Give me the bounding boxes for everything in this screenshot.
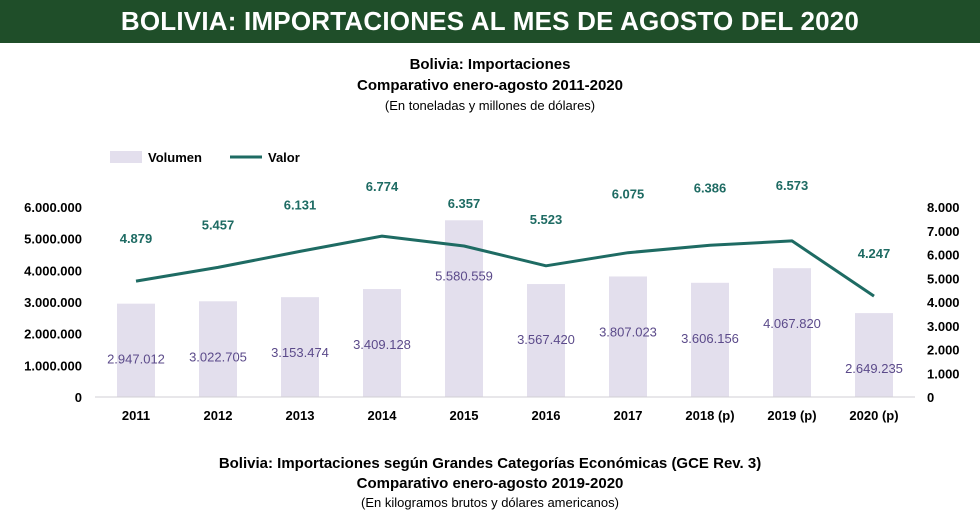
y-right-tick-label: 1.000: [927, 366, 960, 381]
volume-bar: [281, 297, 319, 397]
section2-title: Bolivia: Importaciones según Grandes Cat…: [218, 455, 762, 472]
valor-data-label: 6.774: [366, 179, 399, 194]
x-tick-label: 2012: [204, 408, 233, 423]
x-tick-label: 2014: [368, 408, 398, 423]
y-left-tick-label: 4.000.000: [24, 263, 82, 278]
x-tick-label: 2011: [122, 408, 150, 423]
chart-subtitle: Comparativo enero-agosto 2011-2020: [357, 77, 623, 94]
x-tick-label: 2015: [450, 408, 479, 423]
section2-units-note: (En kilogramos brutos y dólares american…: [361, 495, 619, 510]
legend-valor-label: Valor: [268, 150, 300, 165]
section2-subtitle: Comparativo enero-agosto 2019-2020: [356, 475, 624, 492]
valor-data-label: 6.357: [448, 196, 481, 211]
volume-bar: [117, 303, 155, 397]
valor-data-label: 6.131: [284, 197, 317, 212]
y-left-tick-label: 3.000.000: [24, 295, 82, 310]
y-right-tick-label: 0: [927, 390, 934, 405]
volume-bar: [199, 301, 237, 397]
valor-line: [135, 234, 875, 298]
y-right-tick-label: 2.000: [927, 343, 960, 358]
valor-data-label: 6.075: [612, 187, 645, 202]
valor-data-label: 6.386: [694, 180, 727, 195]
volume-bar: [691, 282, 729, 397]
y-left-tick-label: 1.000.000: [24, 358, 82, 373]
valor-data-label: 5.523: [530, 212, 563, 227]
volume-bar: [773, 268, 811, 397]
volume-bar: [609, 276, 647, 397]
y-right-tick-label: 7.000: [927, 224, 960, 239]
y-left-tick-label: 5.000.000: [24, 232, 82, 247]
volume-bar: [855, 313, 893, 397]
y-right-tick-label: 6.000: [927, 248, 960, 263]
x-tick-label: 2020 (p): [849, 408, 898, 423]
y-left-tick-label: 0: [75, 390, 82, 405]
volume-data-label: 3.567.420: [517, 332, 575, 347]
volume-data-label: 4.067.820: [763, 316, 821, 331]
volume-data-label: 3.409.128: [353, 337, 411, 352]
x-tick-label: 2018 (p): [685, 408, 734, 423]
page-banner: BOLIVIA: IMPORTACIONES AL MES DE AGOSTO …: [0, 0, 980, 43]
x-tick-label: 2016: [532, 408, 561, 423]
x-tick-label: 2019 (p): [767, 408, 816, 423]
volume-data-label: 3.022.705: [189, 349, 247, 364]
y-right-tick-label: 3.000: [927, 319, 960, 334]
y-left-tick-label: 2.000.000: [24, 327, 82, 342]
chart-units-note: (En toneladas y millones de dólares): [384, 98, 596, 113]
valor-data-label: 6.573: [776, 178, 809, 193]
volume-bar: [527, 284, 565, 397]
x-tick-label: 2017: [614, 408, 643, 423]
y-right-tick-label: 4.000: [927, 295, 960, 310]
chart-title: Bolivia: Importaciones: [409, 56, 571, 73]
volume-data-label: 3.807.023: [599, 324, 657, 339]
y-right-tick-label: 5.000: [927, 271, 960, 286]
volume-data-label: 5.580.559: [435, 268, 493, 283]
x-tick-label: 2013: [286, 408, 315, 423]
volume-data-label: 3.606.156: [681, 331, 739, 346]
volume-bar: [363, 289, 401, 397]
legend-volume-swatch: [110, 151, 142, 163]
volume-data-label: 2.649.235: [845, 361, 903, 376]
imports-chart: 0 1.000.000 2.000.000 3.000.000 4.000.000 5.0…: [24, 150, 960, 423]
y-left-tick-label: 6.000.000: [24, 200, 82, 215]
volume-data-label: 3.153.474: [271, 345, 329, 360]
valor-data-label: 4.879: [120, 231, 153, 246]
valor-data-label: 5.457: [202, 217, 235, 232]
y-right-tick-label: 8.000: [927, 200, 960, 215]
valor-data-label: 4.247: [858, 246, 891, 261]
legend-volume-label: Volumen: [148, 150, 202, 165]
volume-data-label: 2.947.012: [107, 352, 165, 367]
